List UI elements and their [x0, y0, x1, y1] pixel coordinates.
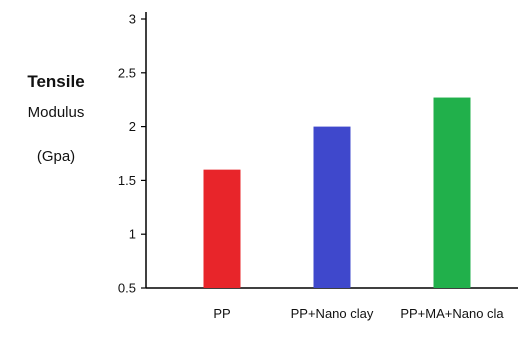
y-tick-label: 0.5: [118, 281, 136, 296]
bar: [313, 126, 351, 288]
y-tick-label: 3: [129, 12, 136, 27]
bar: [433, 97, 471, 288]
y-axis-label-line-3: (Gpa): [36, 148, 76, 165]
y-tick-label: 1: [129, 227, 136, 242]
bars: [203, 97, 471, 288]
y-tick-label: 1.5: [118, 173, 136, 188]
bar: [203, 169, 241, 288]
y-axis-ticks: 0.5 1 1.5 2 2.5 3: [118, 12, 146, 296]
y-axis-label-line-1: Tensile: [27, 72, 85, 91]
x-category-label: PP+MA+Nano cla: [400, 306, 504, 321]
y-axis-label-line-2: Modulus: [27, 104, 85, 121]
y-tick-label: 2: [129, 119, 136, 134]
x-category-label: PP: [213, 306, 230, 321]
y-tick-label: 2.5: [118, 65, 136, 80]
x-category-label: PP+Nano clay: [291, 306, 374, 321]
x-axis-labels: PP PP+Nano clay PP+MA+Nano cla: [213, 306, 504, 321]
